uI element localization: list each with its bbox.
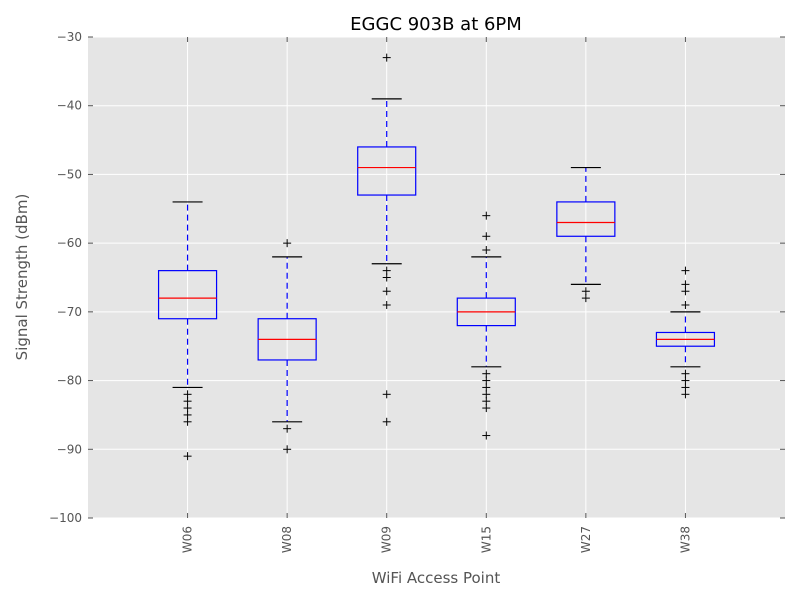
- box-w27: [556, 166, 616, 303]
- chart-title: EGGC 903B at 6PM: [350, 14, 522, 35]
- outlier-point: [283, 239, 292, 248]
- x-tick-label: W15: [479, 526, 493, 553]
- outlier-point: [382, 287, 391, 296]
- box-w06: [157, 201, 218, 461]
- outlier-point: [183, 397, 192, 406]
- outlier-point: [681, 287, 690, 296]
- outlier-point: [183, 404, 192, 413]
- y-tick-label: −90: [57, 442, 82, 456]
- outlier-point: [482, 376, 491, 385]
- y-axis-label: Signal Strength (dBm): [13, 194, 31, 361]
- iqr-box: [157, 270, 218, 320]
- outlier-point: [382, 390, 391, 399]
- outlier-point: [581, 287, 590, 296]
- y-tick-label: −30: [57, 30, 82, 44]
- outlier-point: [183, 452, 192, 461]
- outlier-point: [183, 390, 192, 399]
- outlier-point: [183, 417, 192, 426]
- outlier-point: [482, 383, 491, 392]
- box-w09: [357, 53, 417, 426]
- box-layer: [157, 53, 716, 461]
- x-tick-label: W06: [181, 526, 195, 553]
- x-tick-label: W38: [678, 526, 692, 553]
- outlier-point: [382, 300, 391, 309]
- outlier-point: [482, 404, 491, 413]
- outlier-point: [382, 417, 391, 426]
- y-tick-label: −60: [57, 236, 82, 250]
- outlier-point: [283, 445, 292, 454]
- y-tick-label: −40: [57, 99, 82, 113]
- outlier-point: [283, 424, 292, 433]
- x-tick-label: W27: [579, 526, 593, 553]
- outlier-point: [482, 369, 491, 378]
- iqr-box: [357, 146, 417, 196]
- box-w08: [257, 239, 317, 454]
- outlier-point: [382, 266, 391, 275]
- y-tick-label: −100: [49, 511, 82, 525]
- outlier-point: [681, 376, 690, 385]
- x-tick-label: W09: [380, 526, 394, 553]
- iqr-box: [556, 201, 616, 237]
- outlier-point: [183, 410, 192, 419]
- ticks-layer: −100 −90 −80 −70 −60 −50 −40 −30 W06 W08 W09 W15 W27…: [49, 30, 785, 553]
- outlier-point: [482, 246, 491, 255]
- outlier-point: [382, 53, 391, 62]
- outlier-point: [482, 431, 491, 440]
- y-tick-label: −70: [57, 305, 82, 319]
- outlier-point: [482, 211, 491, 220]
- outlier-point: [681, 280, 690, 289]
- outlier-point: [482, 390, 491, 399]
- outlier-point: [681, 369, 690, 378]
- outlier-point: [681, 266, 690, 275]
- box-w15: [456, 211, 516, 440]
- outlier-point: [482, 232, 491, 241]
- outlier-point: [681, 300, 690, 309]
- x-axis-label: WiFi Access Point: [372, 569, 501, 587]
- box-w38: [655, 266, 716, 399]
- outlier-point: [681, 390, 690, 399]
- outlier-point: [581, 294, 590, 303]
- outlier-point: [482, 397, 491, 406]
- plot-area-background: [88, 37, 785, 518]
- outlier-point: [382, 273, 391, 282]
- y-tick-label: −80: [57, 374, 82, 388]
- x-tick-label: W08: [280, 526, 294, 553]
- y-tick-label: −50: [57, 167, 82, 181]
- outlier-point: [681, 383, 690, 392]
